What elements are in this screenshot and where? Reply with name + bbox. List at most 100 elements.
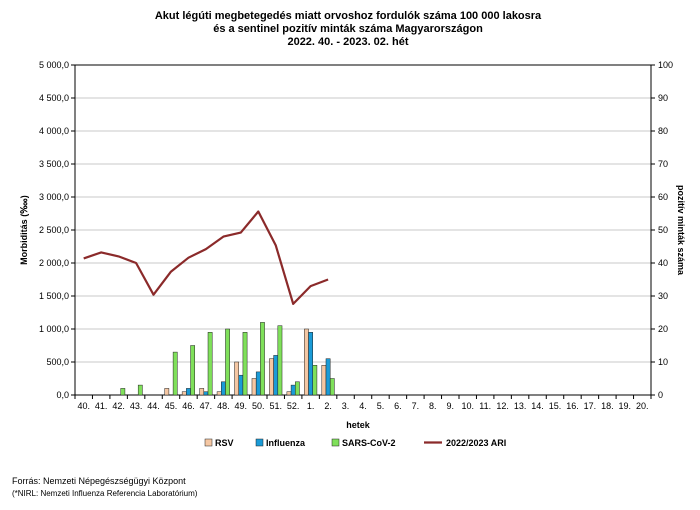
legend-label-influenza: Influenza bbox=[266, 438, 306, 448]
y-tick-label: 5 000,0 bbox=[39, 60, 69, 70]
bar-rsv bbox=[181, 391, 187, 396]
x-tick-label: 7. bbox=[412, 401, 420, 411]
x-tick-label: 10. bbox=[461, 401, 474, 411]
legend-label-sars-cov-2: SARS-CoV-2 bbox=[342, 438, 396, 448]
x-tick-label: 16. bbox=[566, 401, 579, 411]
x-tick-label: 12. bbox=[496, 401, 509, 411]
bar-rsv bbox=[199, 388, 205, 396]
bar-rsv bbox=[216, 391, 222, 396]
legend-label-2022-2023-ari: 2022/2023 ARI bbox=[446, 438, 506, 448]
y2-tick-label: 30 bbox=[658, 291, 668, 301]
y-tick-label: 3 500,0 bbox=[39, 159, 69, 169]
bar-rsv bbox=[286, 391, 292, 396]
bar-rsv bbox=[269, 358, 274, 396]
y-tick-label: 1 500,0 bbox=[39, 291, 69, 301]
y-tick-label: 1 000,0 bbox=[39, 324, 69, 334]
legend-swatch-influenza bbox=[255, 438, 264, 447]
y2-tick-label: 70 bbox=[658, 159, 668, 169]
bar-sars-cov-2 bbox=[120, 388, 126, 396]
y-tick-label: 4 500,0 bbox=[39, 93, 69, 103]
bar-influenza bbox=[273, 355, 279, 396]
x-tick-label: 49. bbox=[235, 401, 248, 411]
bar-sars-cov-2 bbox=[312, 365, 318, 396]
bar-sars-cov-2 bbox=[295, 381, 300, 396]
x-tick-label: 4. bbox=[359, 401, 367, 411]
x-tick-label: 48. bbox=[217, 401, 230, 411]
x-tick-label: 50. bbox=[252, 401, 265, 411]
x-tick-label: 17. bbox=[584, 401, 597, 411]
y2-tick-label: 40 bbox=[658, 258, 668, 268]
bar-sars-cov-2 bbox=[242, 332, 248, 396]
x-tick-label: 1. bbox=[307, 401, 315, 411]
x-tick-label: 19. bbox=[619, 401, 632, 411]
bar-rsv bbox=[251, 378, 257, 396]
bar-sars-cov-2 bbox=[190, 345, 196, 396]
x-tick-label: 51. bbox=[269, 401, 282, 411]
bar-sars-cov-2 bbox=[329, 378, 335, 396]
bar-influenza bbox=[238, 374, 244, 396]
x-tick-label: 52. bbox=[287, 401, 300, 411]
bar-sars-cov-2 bbox=[172, 351, 178, 396]
y2-axis-label: pozitív minták száma bbox=[676, 185, 686, 276]
x-tick-label: 20. bbox=[636, 401, 649, 411]
x-tick-label: 44. bbox=[147, 401, 160, 411]
bar-influenza bbox=[290, 384, 296, 396]
x-tick-label: 14. bbox=[531, 401, 544, 411]
y2-tick-label: 80 bbox=[658, 126, 668, 136]
x-tick-label: 18. bbox=[601, 401, 614, 411]
x-tick-label: 2. bbox=[324, 401, 332, 411]
x-tick-label: 3. bbox=[342, 401, 350, 411]
bar-sars-cov-2 bbox=[277, 325, 283, 396]
x-tick-label: 40. bbox=[77, 401, 90, 411]
x-tick-label: 11. bbox=[479, 401, 491, 411]
y-tick-label: 3 000,0 bbox=[39, 192, 69, 202]
x-tick-label: 15. bbox=[549, 401, 562, 411]
series-line-ari bbox=[83, 210, 329, 305]
plot-border bbox=[74, 64, 652, 396]
y-tick-label: 0,0 bbox=[56, 390, 69, 400]
y2-tick-label: 100 bbox=[658, 60, 673, 70]
y-tick-label: 500,0 bbox=[46, 357, 69, 367]
bar-influenza bbox=[203, 391, 209, 396]
chart-title-line-3: 2022. 40. - 2023. 02. hét bbox=[287, 36, 408, 48]
y2-tick-label: 90 bbox=[658, 93, 668, 103]
y2-tick-label: 20 bbox=[658, 324, 668, 334]
y2-tick-label: 10 bbox=[658, 357, 668, 367]
chart-title: Akut légúti megbetegedés miatt orvoshoz … bbox=[155, 10, 542, 48]
legend: RSV Influenza SARS-CoV-2 2022/2023 ARI bbox=[204, 438, 506, 448]
bar-rsv bbox=[304, 328, 309, 396]
y-tick-label: 2 000,0 bbox=[39, 258, 69, 268]
y2-tick-label: 0 bbox=[658, 390, 663, 400]
x-tick-label: 41. bbox=[95, 401, 108, 411]
bar-sars-cov-2 bbox=[137, 384, 143, 396]
x-tick-label: 9. bbox=[447, 401, 455, 411]
bar-sars-cov-2 bbox=[225, 328, 230, 396]
bar-influenza bbox=[325, 358, 331, 396]
chart-title-line-2: és a sentinel pozitív minták száma Magya… bbox=[213, 23, 483, 35]
bar-rsv bbox=[234, 361, 239, 396]
source-footnote: (*NIRL: Nemzeti Influenza Referencia Lab… bbox=[12, 489, 198, 498]
bar-sars-cov-2 bbox=[207, 332, 213, 396]
x-axis-label: hetek bbox=[346, 420, 371, 430]
chart-title-line-1: Akut légúti megbetegedés miatt orvoshoz … bbox=[155, 10, 542, 22]
x-tick-label: 42. bbox=[112, 401, 125, 411]
bar-influenza bbox=[255, 371, 261, 396]
y-tick-label: 2 500,0 bbox=[39, 225, 69, 235]
bar-rsv bbox=[164, 388, 170, 396]
bar-sars-cov-2 bbox=[260, 322, 265, 396]
bar-influenza bbox=[308, 332, 313, 396]
legend-swatch-sars-cov-2 bbox=[331, 438, 340, 447]
bar-influenza bbox=[221, 381, 226, 396]
x-tick-label: 5. bbox=[377, 401, 385, 411]
x-tick-label: 6. bbox=[394, 401, 402, 411]
x-tick-label: 43. bbox=[130, 401, 143, 411]
y-tick-label: 4 000,0 bbox=[39, 126, 69, 136]
x-tick-label: 13. bbox=[514, 401, 527, 411]
bar-rsv bbox=[321, 365, 327, 396]
legend-swatch-rsv bbox=[204, 438, 213, 447]
y2-tick-label: 50 bbox=[658, 225, 668, 235]
bar-influenza bbox=[186, 388, 191, 396]
y2-tick-label: 60 bbox=[658, 192, 668, 202]
plot-area: 0,0 500,0 1 000,0 1 500,0 2 000,0 2 500,0 3 00… bbox=[39, 60, 673, 411]
